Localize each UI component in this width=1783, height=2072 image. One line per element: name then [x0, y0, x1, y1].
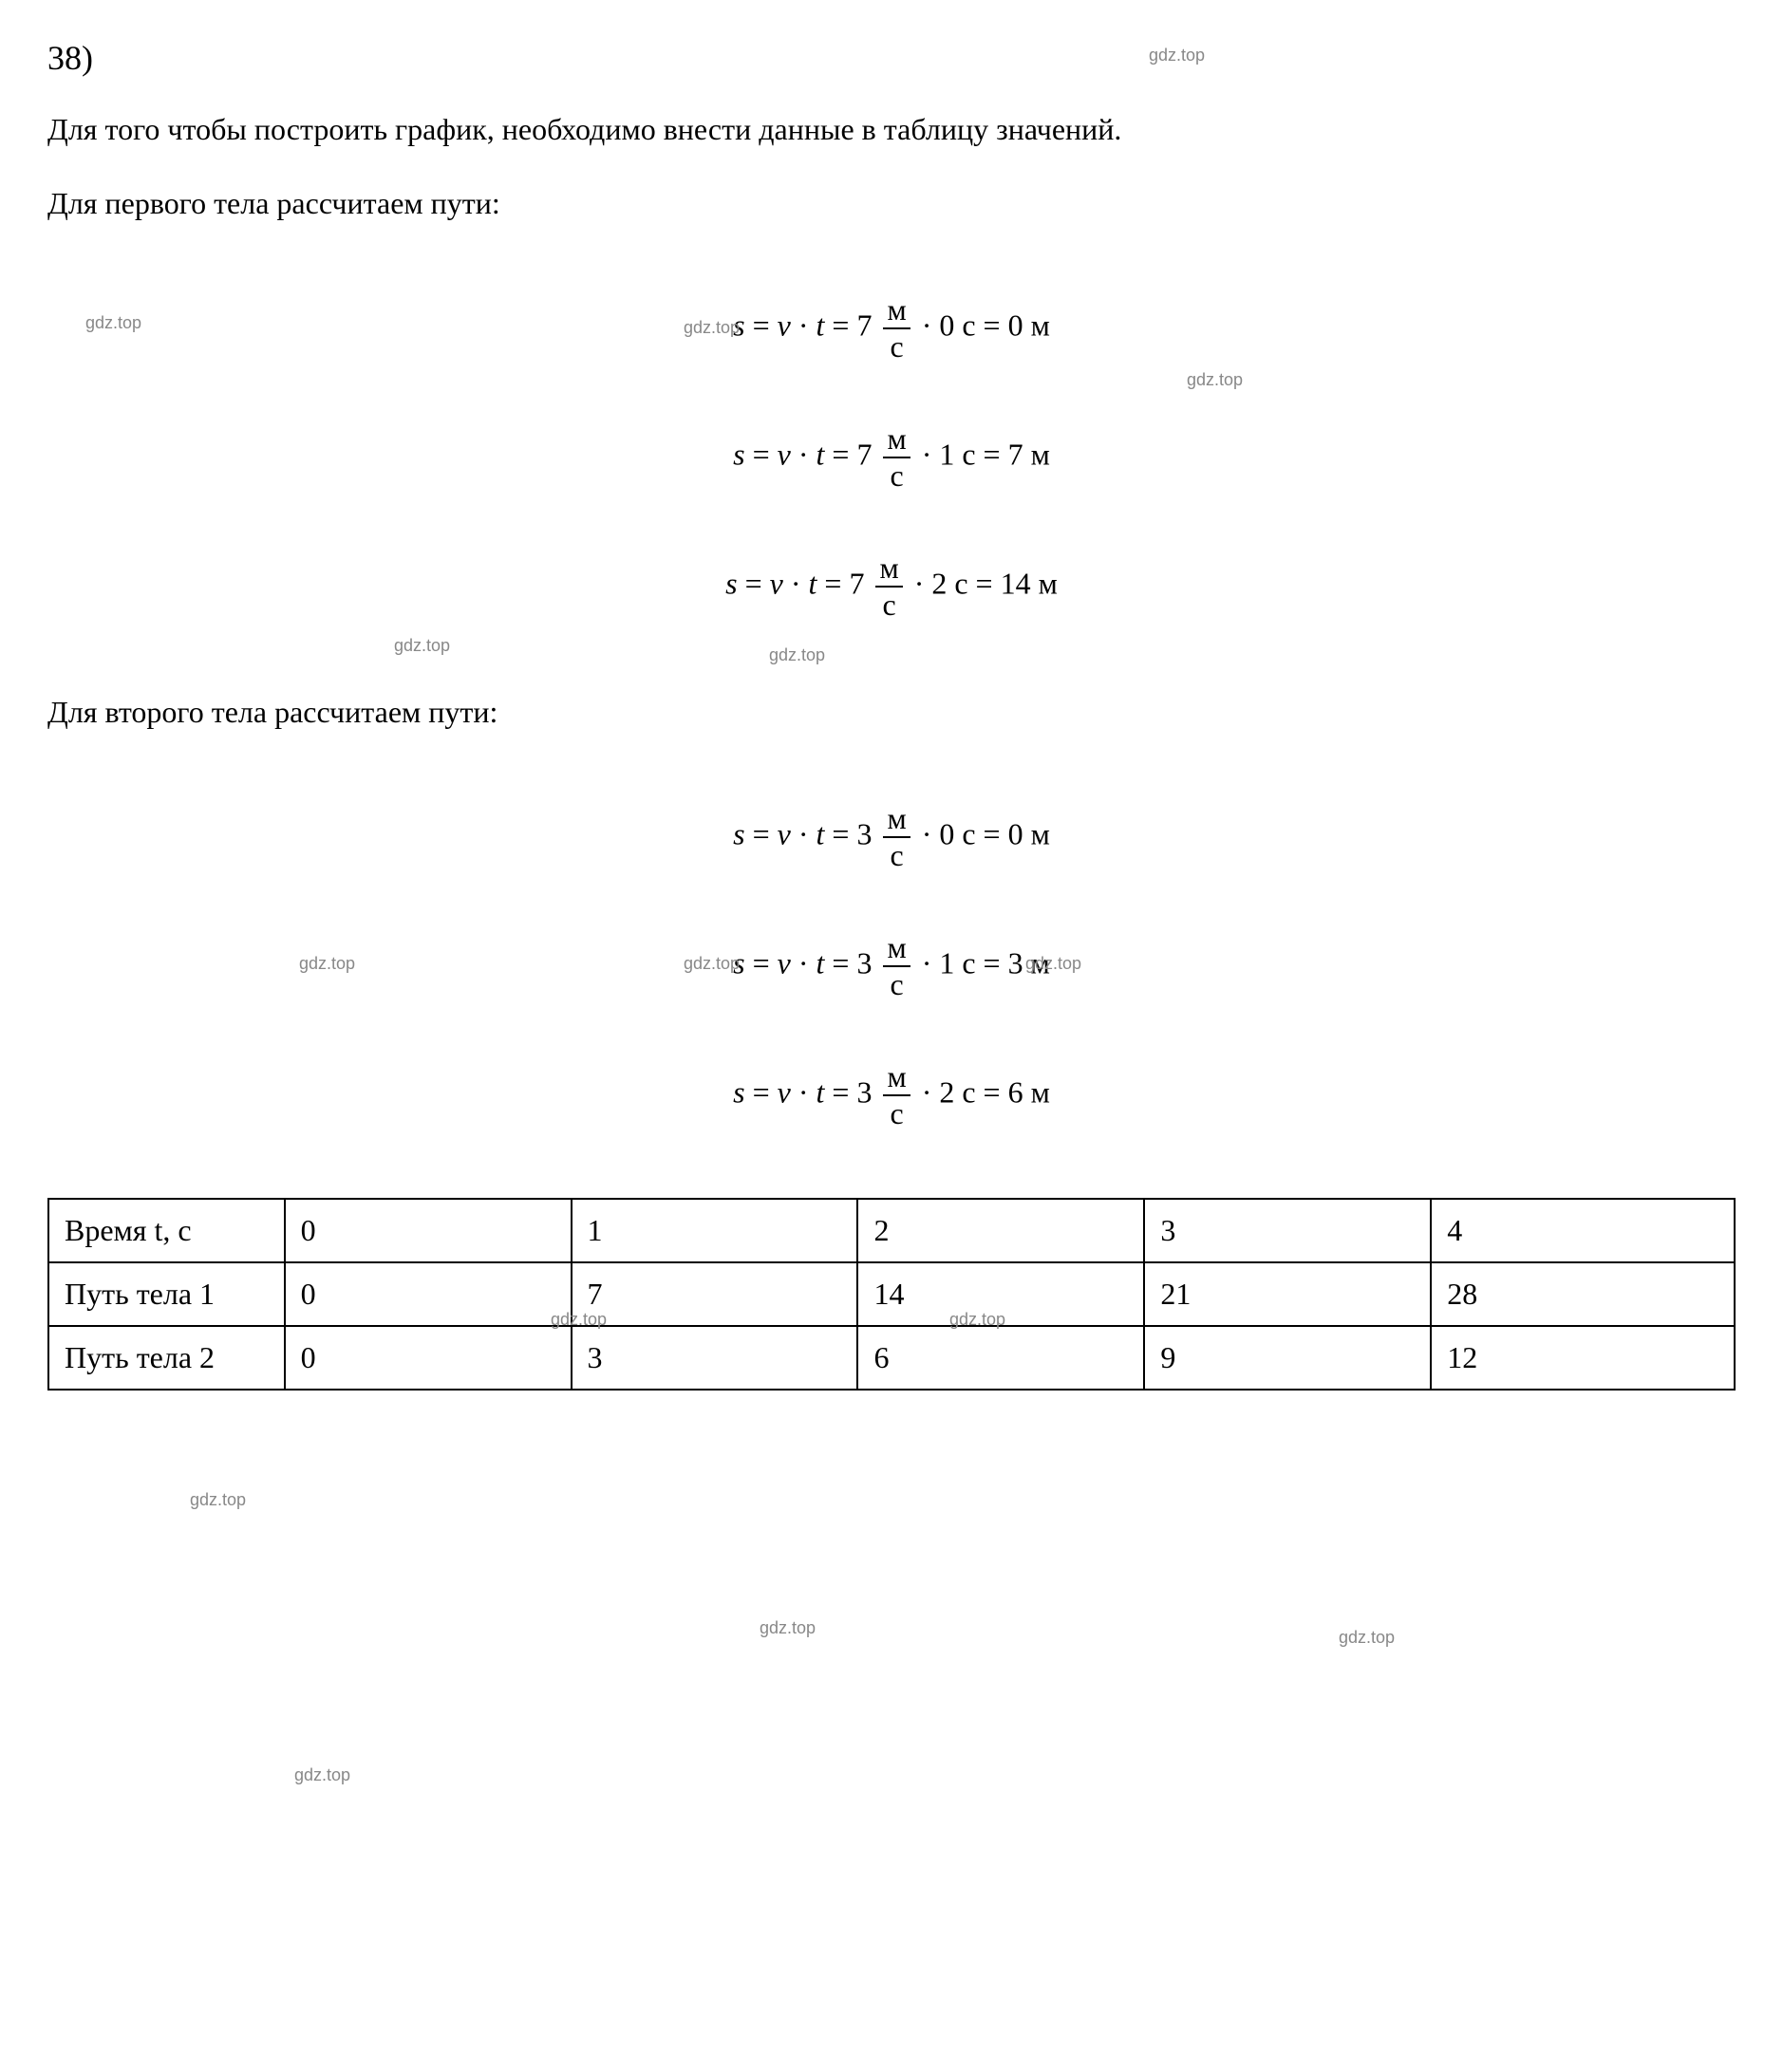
- watermark-text: gdz.top: [294, 1765, 350, 1785]
- table-cell: Время t, с: [48, 1199, 285, 1262]
- table-cell: Путь тела 2: [48, 1326, 285, 1390]
- table-row: Путь тела 2036912: [48, 1326, 1735, 1390]
- data-table: Время t, с01234Путь тела 107142128Путь т…: [47, 1198, 1736, 1391]
- table-cell: 4: [1431, 1199, 1735, 1262]
- unit-fraction: м с: [883, 801, 910, 873]
- table-cell: 12: [1431, 1326, 1735, 1390]
- equation-line: s = v · t = 3 м с · 0 с = 0 м: [733, 801, 1050, 873]
- table-cell: 6: [857, 1326, 1144, 1390]
- table-row: Время t, с01234: [48, 1199, 1735, 1262]
- equations-body-2: s = v · t = 3 м с · 0 с = 0 м s = v · t …: [47, 773, 1736, 1160]
- unit-fraction: м с: [875, 551, 902, 623]
- watermark-text: gdz.top: [190, 1490, 246, 1510]
- table-cell: 1: [572, 1199, 858, 1262]
- equation-line: s = v · t = 7 м с · 2 с = 14 м: [725, 551, 1058, 623]
- table-cell: 0: [285, 1262, 572, 1326]
- table-cell: 14: [857, 1262, 1144, 1326]
- table-cell: 3: [572, 1326, 858, 1390]
- unit-fraction: м с: [883, 1059, 910, 1131]
- table-cell: 28: [1431, 1262, 1735, 1326]
- table-cell: 0: [285, 1199, 572, 1262]
- table-row: Путь тела 107142128: [48, 1262, 1735, 1326]
- table-cell: 0: [285, 1326, 572, 1390]
- equation-line: s = v · t = 3 м с · 1 с = 3 м: [733, 930, 1050, 1002]
- watermark-text: gdz.top: [1339, 1628, 1395, 1648]
- table-cell: 21: [1144, 1262, 1431, 1326]
- equation-line: s = v · t = 7 м с · 1 с = 7 м: [733, 421, 1050, 494]
- section1-label: Для первого тела рассчитаем пути:: [47, 180, 1736, 226]
- unit-fraction: м с: [883, 292, 910, 364]
- table-cell: 3: [1144, 1199, 1431, 1262]
- unit-fraction: м с: [883, 421, 910, 494]
- table-cell: 7: [572, 1262, 858, 1326]
- equations-body-1: s = v · t = 7 м с · 0 с = 0 м s = v · t …: [47, 264, 1736, 651]
- table-cell: 2: [857, 1199, 1144, 1262]
- unit-fraction: м с: [883, 930, 910, 1002]
- problem-number: 38): [47, 38, 1736, 78]
- equation-line: s = v · t = 3 м с · 2 с = 6 м: [733, 1059, 1050, 1131]
- table-cell: Путь тела 1: [48, 1262, 285, 1326]
- table-cell: 9: [1144, 1326, 1431, 1390]
- watermark-text: gdz.top: [760, 1618, 816, 1638]
- equation-line: s = v · t = 7 м с · 0 с = 0 м: [733, 292, 1050, 364]
- section2-label: Для второго тела рассчитаем пути:: [47, 689, 1736, 735]
- intro-paragraph: Для того чтобы построить график, необход…: [47, 106, 1736, 152]
